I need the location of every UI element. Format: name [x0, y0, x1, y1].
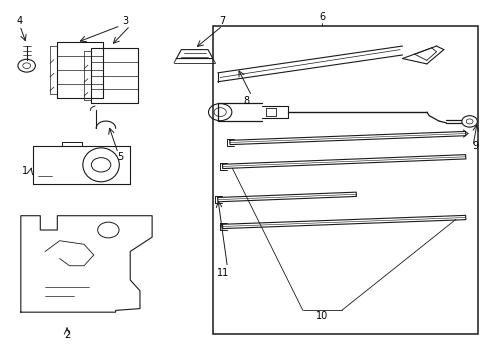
Text: 5: 5: [117, 152, 123, 162]
Text: 9: 9: [471, 141, 478, 151]
Text: 3: 3: [122, 16, 128, 26]
Text: 2: 2: [64, 330, 70, 341]
Bar: [212, 26, 477, 334]
Text: 1: 1: [21, 166, 28, 176]
Text: 4: 4: [17, 16, 23, 26]
Text: 11: 11: [216, 268, 228, 278]
Text: 10: 10: [316, 311, 328, 321]
Text: 6: 6: [319, 13, 325, 22]
Text: 7: 7: [219, 16, 225, 26]
Text: 8: 8: [244, 96, 249, 107]
